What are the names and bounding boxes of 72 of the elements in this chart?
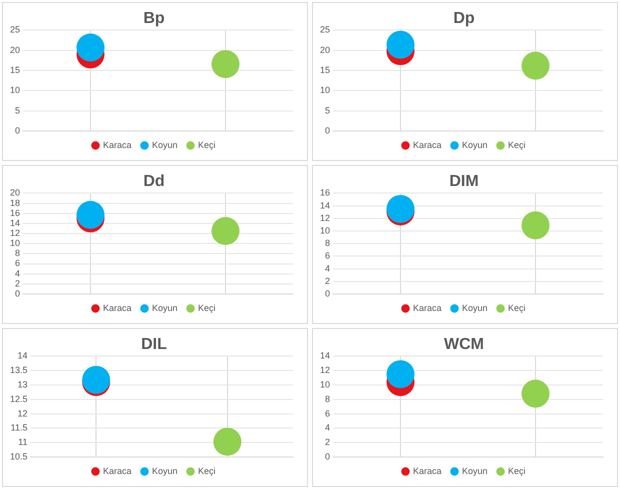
legend-label: Karaca xyxy=(412,140,442,150)
legend-label: Keçi xyxy=(198,466,216,476)
legend-label: Koyun xyxy=(152,302,178,313)
legend-label: Karaca xyxy=(412,466,442,476)
legend-label: Karaca xyxy=(102,140,132,150)
y-tick-label: 12 xyxy=(320,365,330,376)
y-tick-label: 12.5 xyxy=(10,394,28,404)
legend-label: Keçi xyxy=(198,302,216,313)
y-tick-label: 8 xyxy=(324,238,330,248)
y-tick-label: 10 xyxy=(320,379,330,390)
y-tick-label: 15 xyxy=(320,65,330,76)
y-tick-label: 10 xyxy=(320,85,330,96)
legend-label: Koyun xyxy=(462,466,488,476)
legend-label: Keçi xyxy=(508,302,526,313)
y-tick-label: 6 xyxy=(14,258,20,268)
y-tick-label: 2 xyxy=(14,278,20,288)
y-tick-label: 10 xyxy=(320,225,330,236)
y-tick-label: 6 xyxy=(324,408,330,418)
y-tick-label: 2 xyxy=(324,276,330,286)
y-tick-label: 20 xyxy=(10,188,20,198)
chart-title: DIM xyxy=(449,173,479,190)
y-tick-label: 13 xyxy=(18,379,28,390)
y-tick-label: 0 xyxy=(324,288,330,298)
y-tick-label: 14 xyxy=(320,200,330,210)
y-tick-label: 8 xyxy=(324,394,330,404)
legend-label: Koyun xyxy=(152,466,178,476)
chart-title: Dd xyxy=(143,173,165,190)
y-tick-label: 8 xyxy=(14,248,20,258)
y-tick-label: 0 xyxy=(324,451,330,462)
chart-title: Dp xyxy=(453,10,475,28)
chart-title: Bp xyxy=(143,10,165,28)
y-tick-label: 0 xyxy=(14,288,20,298)
y-tick-label: 4 xyxy=(324,263,330,274)
y-tick-label: 16 xyxy=(320,188,330,198)
y-tick-label: 5 xyxy=(14,105,20,116)
legend-label: Koyun xyxy=(462,302,488,313)
legend-label: Koyun xyxy=(152,140,178,150)
y-tick-label: 14 xyxy=(18,350,28,361)
y-tick-label: 16 xyxy=(10,208,20,218)
y-tick-label: 25 xyxy=(10,24,20,35)
y-tick-label: 14 xyxy=(10,218,20,228)
y-tick-label: 0 xyxy=(14,125,20,136)
legend-label: Karaca xyxy=(102,302,132,313)
y-tick-label: 10 xyxy=(10,238,20,248)
y-tick-label: 20 xyxy=(320,44,330,55)
legend-label: Karaca xyxy=(412,302,442,313)
chart-title: DIL xyxy=(141,336,168,354)
y-tick-label: 11.5 xyxy=(10,422,28,433)
y-tick-label: 12 xyxy=(10,228,20,238)
y-tick-label: 2 xyxy=(324,437,330,448)
y-tick-label: 4 xyxy=(324,422,330,433)
legend-label: Keçi xyxy=(508,140,526,150)
y-tick-label: 5 xyxy=(324,105,330,116)
y-tick-label: 12 xyxy=(18,408,28,418)
y-tick-label: 14 xyxy=(320,350,330,361)
y-tick-label: 15 xyxy=(10,65,20,76)
y-tick-label: 25 xyxy=(320,24,330,35)
legend-label: Koyun xyxy=(462,140,488,150)
y-tick-label: 10.5 xyxy=(10,451,28,462)
y-tick-label: 4 xyxy=(14,268,20,278)
legend-label: Keçi xyxy=(198,140,216,150)
chart-title: WCM xyxy=(444,336,484,354)
y-tick-label: 20 xyxy=(10,44,20,55)
y-tick-label: 6 xyxy=(324,250,330,261)
y-tick-label: 13.5 xyxy=(10,365,28,376)
y-tick-label: 18 xyxy=(10,198,20,208)
y-tick-label: 12 xyxy=(320,212,330,223)
y-tick-label: 11 xyxy=(18,437,28,448)
legend-label: Keçi xyxy=(508,466,526,476)
legend-label: Karaca xyxy=(102,466,132,476)
y-tick-label: 0 xyxy=(324,125,330,136)
y-tick-label: 10 xyxy=(10,85,20,96)
